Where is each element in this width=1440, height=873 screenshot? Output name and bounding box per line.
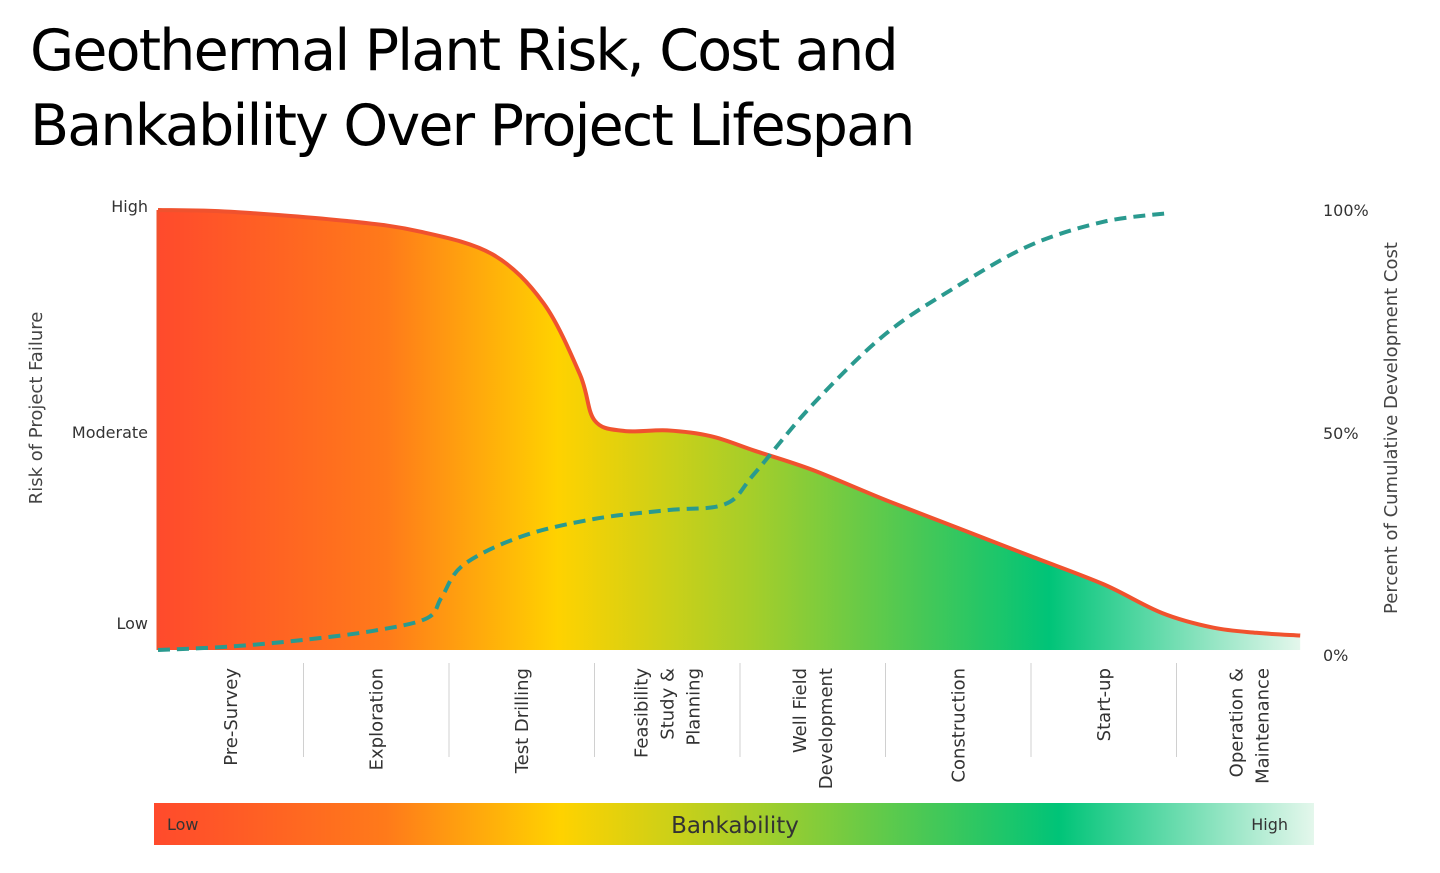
category-label-line: Test Drilling <box>512 668 533 774</box>
y2-tick-50: 50% <box>1323 424 1359 443</box>
category-label-line: Study & <box>657 668 678 740</box>
category-label: Construction <box>948 668 969 783</box>
category-label-line: Well Field <box>790 668 811 753</box>
bankability-low-label: Low <box>167 815 199 834</box>
bankability-title: Bankability <box>671 813 799 839</box>
category-label: Well Field Development <box>790 668 837 789</box>
category-label-line: Construction <box>948 668 969 783</box>
bankability-high-label: High <box>1251 815 1288 834</box>
bankability-bar <box>154 803 1314 845</box>
y2-tick-100: 100% <box>1323 201 1369 220</box>
y-tick-high: High <box>111 197 148 216</box>
risk-area-fill <box>158 210 1301 650</box>
y-tick-low: Low <box>116 614 148 633</box>
cost-line <box>157 211 1170 652</box>
category-label-line: Operation & <box>1226 668 1247 777</box>
category-label: Exploration <box>366 668 387 770</box>
category-label: Start-up <box>1094 668 1115 741</box>
category-label: Test Drilling <box>512 668 533 774</box>
category-label-line: Pre-Survey <box>221 668 242 766</box>
category-label-line: Maintenance <box>1252 668 1273 784</box>
risk-line <box>157 208 1301 638</box>
y-tick-moderate: Moderate <box>72 423 148 442</box>
category-label-line: Feasibility <box>631 668 652 758</box>
y-axis-title: Risk of Project Failure <box>26 312 47 505</box>
category-label-line: Development <box>816 668 837 789</box>
category-label-line: Planning <box>683 668 704 746</box>
chart-title-line-2: Bankability Over Project Lifespan <box>30 93 915 159</box>
y2-axis-title: Percent of Cumulative Development Cost <box>1381 242 1402 614</box>
chart-title-line-1: Geothermal Plant Risk, Cost and <box>30 18 899 84</box>
category-label: Operation & Maintenance <box>1226 668 1273 784</box>
y2-tick-0: 0% <box>1323 646 1348 665</box>
category-label-line: Exploration <box>366 668 387 770</box>
category-label: Feasibility Study & Planning <box>631 668 704 758</box>
chart-title: Geothermal Plant Risk, Cost and Bankabil… <box>30 14 1130 164</box>
category-label: Pre-Survey <box>221 668 242 766</box>
category-label-line: Start-up <box>1094 668 1115 741</box>
